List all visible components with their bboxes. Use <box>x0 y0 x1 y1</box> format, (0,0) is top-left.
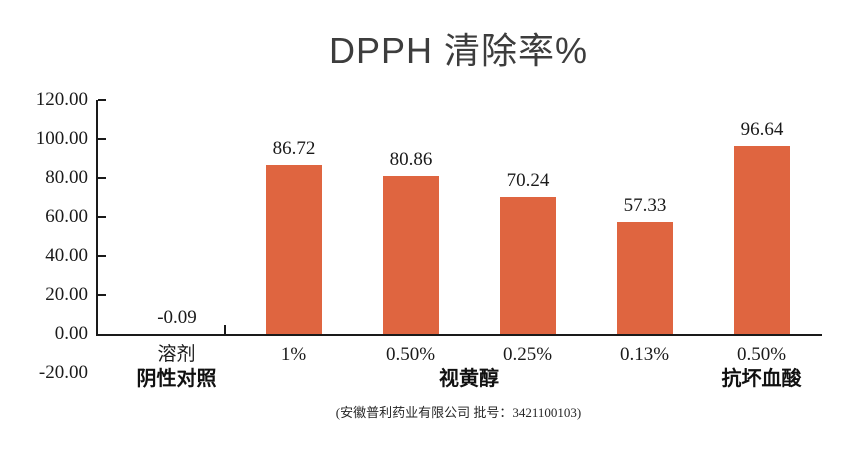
bar-value-label: 70.24 <box>506 170 550 191</box>
group-label: 阴性对照 <box>136 368 217 390</box>
category-label: 0.13% <box>619 344 670 365</box>
y-axis-tick-label: 120.00 <box>35 89 88 110</box>
category-label: 0.25% <box>502 344 553 365</box>
category-label: 1% <box>280 344 307 365</box>
bar-1% <box>266 165 322 334</box>
category-label: 0.50% <box>736 344 787 365</box>
y-axis-tick-mark <box>98 255 106 257</box>
y-axis-tick-mark <box>98 177 106 179</box>
bar-0.50% <box>383 176 439 334</box>
y-axis-tick-mark <box>98 294 106 296</box>
plot-area <box>96 100 822 336</box>
y-axis-tick-label: 40.00 <box>45 245 88 266</box>
y-axis-tick-label: 60.00 <box>45 206 88 227</box>
y-axis-tick-label: 20.00 <box>45 284 88 305</box>
bar-value-label: 57.33 <box>623 195 667 216</box>
footer-note: (安徽普利药业有限公司 批号：3421100103) <box>335 405 582 420</box>
chart-title: DPPH 清除率% <box>328 30 589 71</box>
y-axis-tick-label: 80.00 <box>45 167 88 188</box>
group-label: 抗坏血酸 <box>721 368 802 390</box>
y-axis-tick-mark <box>98 138 106 140</box>
y-axis-tick-label: 100.00 <box>35 128 88 149</box>
bar-0.50% <box>734 146 790 334</box>
category-label: 0.50% <box>385 344 436 365</box>
bar-value-label: 86.72 <box>272 138 316 159</box>
category-label: 溶剂 <box>157 344 196 365</box>
y-axis-tick-label: 0.00 <box>54 323 88 344</box>
x-axis-group-boundary-tick <box>224 325 226 334</box>
y-axis-tick-label: -20.00 <box>38 362 88 383</box>
bar-value-label: 96.64 <box>740 119 784 140</box>
bar-0.13% <box>617 222 673 334</box>
group-label: 视黄醇 <box>439 368 499 390</box>
bar-value-label: -0.09 <box>157 307 197 328</box>
y-axis-tick-mark <box>98 99 106 101</box>
y-axis-tick-mark <box>98 216 106 218</box>
bar-value-label: 80.86 <box>389 149 433 170</box>
bar-0.25% <box>500 197 556 334</box>
